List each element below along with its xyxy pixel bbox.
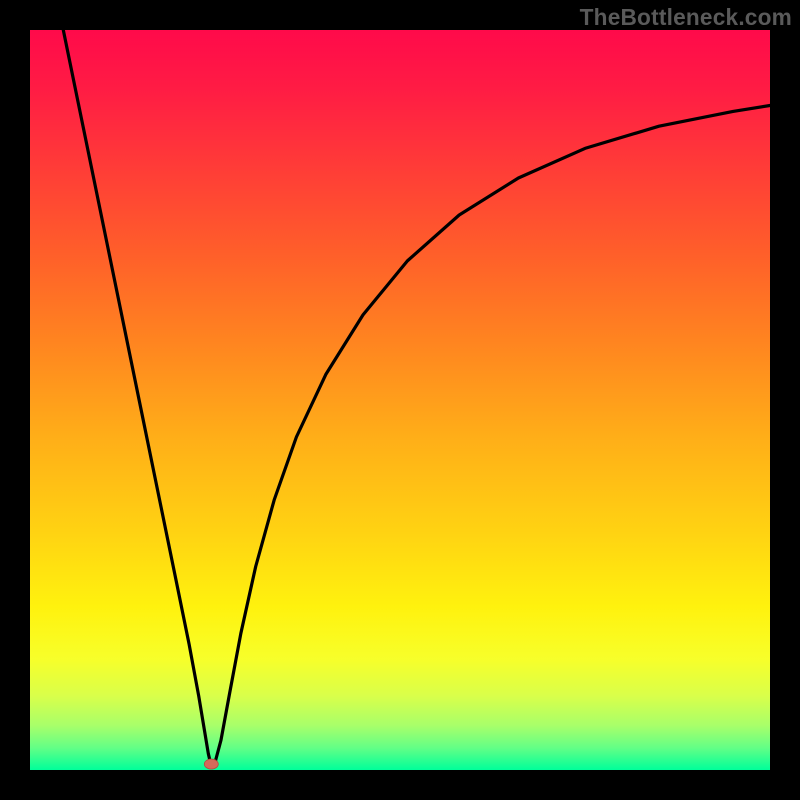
- bottleneck-curve-chart: [0, 0, 800, 800]
- chart-container: TheBottleneck.com: [0, 0, 800, 800]
- watermark-text: TheBottleneck.com: [580, 4, 792, 31]
- minimum-marker: [204, 759, 218, 769]
- gradient-background: [30, 30, 770, 770]
